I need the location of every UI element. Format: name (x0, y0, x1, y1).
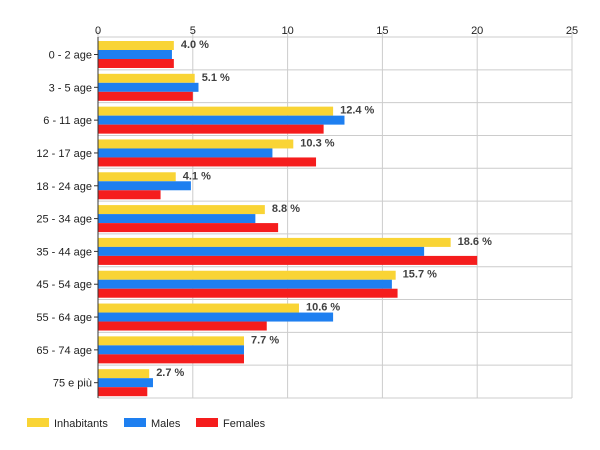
bar-females-1 (98, 91, 193, 101)
bar-males-0 (98, 50, 172, 59)
category-bands (98, 36, 572, 399)
bar-females-3 (98, 157, 317, 167)
data-label: 8.8 % (272, 203, 300, 215)
bar-females-4 (98, 190, 161, 200)
category-label: 45 - 54 age (36, 279, 92, 291)
bar-inhabitants-10 (98, 369, 150, 379)
data-label: 2.7 % (156, 367, 184, 379)
x-tick-label: 10 (281, 25, 293, 37)
legend-label: Females (223, 418, 266, 430)
x-tick-label: 20 (471, 25, 483, 37)
bar-females-7 (98, 288, 398, 298)
category-label: 65 - 74 age (36, 345, 92, 357)
bar-inhabitants-5 (98, 205, 265, 215)
bar-males-5 (98, 214, 256, 224)
legend-swatch-inhabitants (27, 418, 49, 427)
category-label: 55 - 64 age (36, 312, 92, 324)
data-label: 5.1 % (202, 72, 230, 84)
bar-males-6 (98, 246, 425, 256)
bar-males-10 (98, 378, 153, 388)
bar-inhabitants-1 (98, 73, 195, 83)
category-label: 12 - 17 age (36, 148, 92, 160)
bar-inhabitants-0 (98, 41, 174, 50)
bar-males-9 (98, 345, 244, 355)
data-label: 15.7 % (403, 269, 437, 281)
x-tick-label: 5 (190, 25, 196, 37)
data-label: 10.3 % (300, 137, 334, 149)
category-label: 0 - 2 age (49, 50, 92, 62)
data-label: 10.6 % (306, 302, 340, 314)
data-label: 18.6 % (458, 236, 492, 248)
category-label: 35 - 44 age (36, 246, 92, 258)
bar-inhabitants-6 (98, 237, 451, 247)
legend-swatch-males (124, 418, 146, 427)
data-label: 7.7 % (251, 334, 279, 346)
category-label: 75 e più (53, 378, 92, 390)
legend-swatch-females (196, 418, 218, 427)
category-label: 6 - 11 age (43, 115, 92, 127)
bar-females-9 (98, 354, 244, 364)
bar-females-0 (98, 59, 174, 68)
data-label: 12.4 % (340, 105, 374, 117)
bar-males-8 (98, 312, 334, 322)
bar-inhabitants-9 (98, 336, 244, 346)
data-label: 4.0 % (181, 39, 209, 51)
category-label: 25 - 34 age (36, 214, 92, 226)
x-tick-label: 25 (566, 25, 578, 37)
x-tick-label: 15 (376, 25, 388, 37)
bar-females-10 (98, 387, 148, 397)
legend-label: Inhabitants (54, 418, 108, 430)
bar-inhabitants-8 (98, 303, 299, 313)
bar-males-2 (98, 115, 345, 125)
bar-females-8 (98, 321, 267, 331)
bar-inhabitants-7 (98, 270, 396, 280)
bar-males-7 (98, 279, 392, 289)
bar-inhabitants-3 (98, 139, 294, 149)
bar-males-1 (98, 82, 199, 92)
bar-females-2 (98, 124, 324, 134)
x-tick-label: 0 (95, 25, 101, 37)
bar-females-6 (98, 255, 478, 265)
y-axis: 0 - 2 age 3 - 5 age 6 - 11 age 12 - 17 age 1… (36, 50, 98, 390)
bar-males-4 (98, 181, 191, 191)
bars (98, 41, 478, 397)
data-label: 4.1 % (183, 170, 211, 182)
category-label: 3 - 5 age (49, 82, 92, 94)
data-labels: 4.0 % 5.1 % 12.4 % 10.3 % 4.1 % 8.8 % 18.6 % 15… (156, 39, 492, 379)
bar-females-5 (98, 223, 279, 233)
legend: Inhabitants Males Females (27, 418, 266, 430)
bar-inhabitants-2 (98, 106, 334, 116)
bar-inhabitants-4 (98, 172, 176, 182)
bar-males-3 (98, 148, 273, 158)
category-label: 18 - 24 age (36, 181, 92, 193)
legend-label: Males (151, 418, 181, 430)
